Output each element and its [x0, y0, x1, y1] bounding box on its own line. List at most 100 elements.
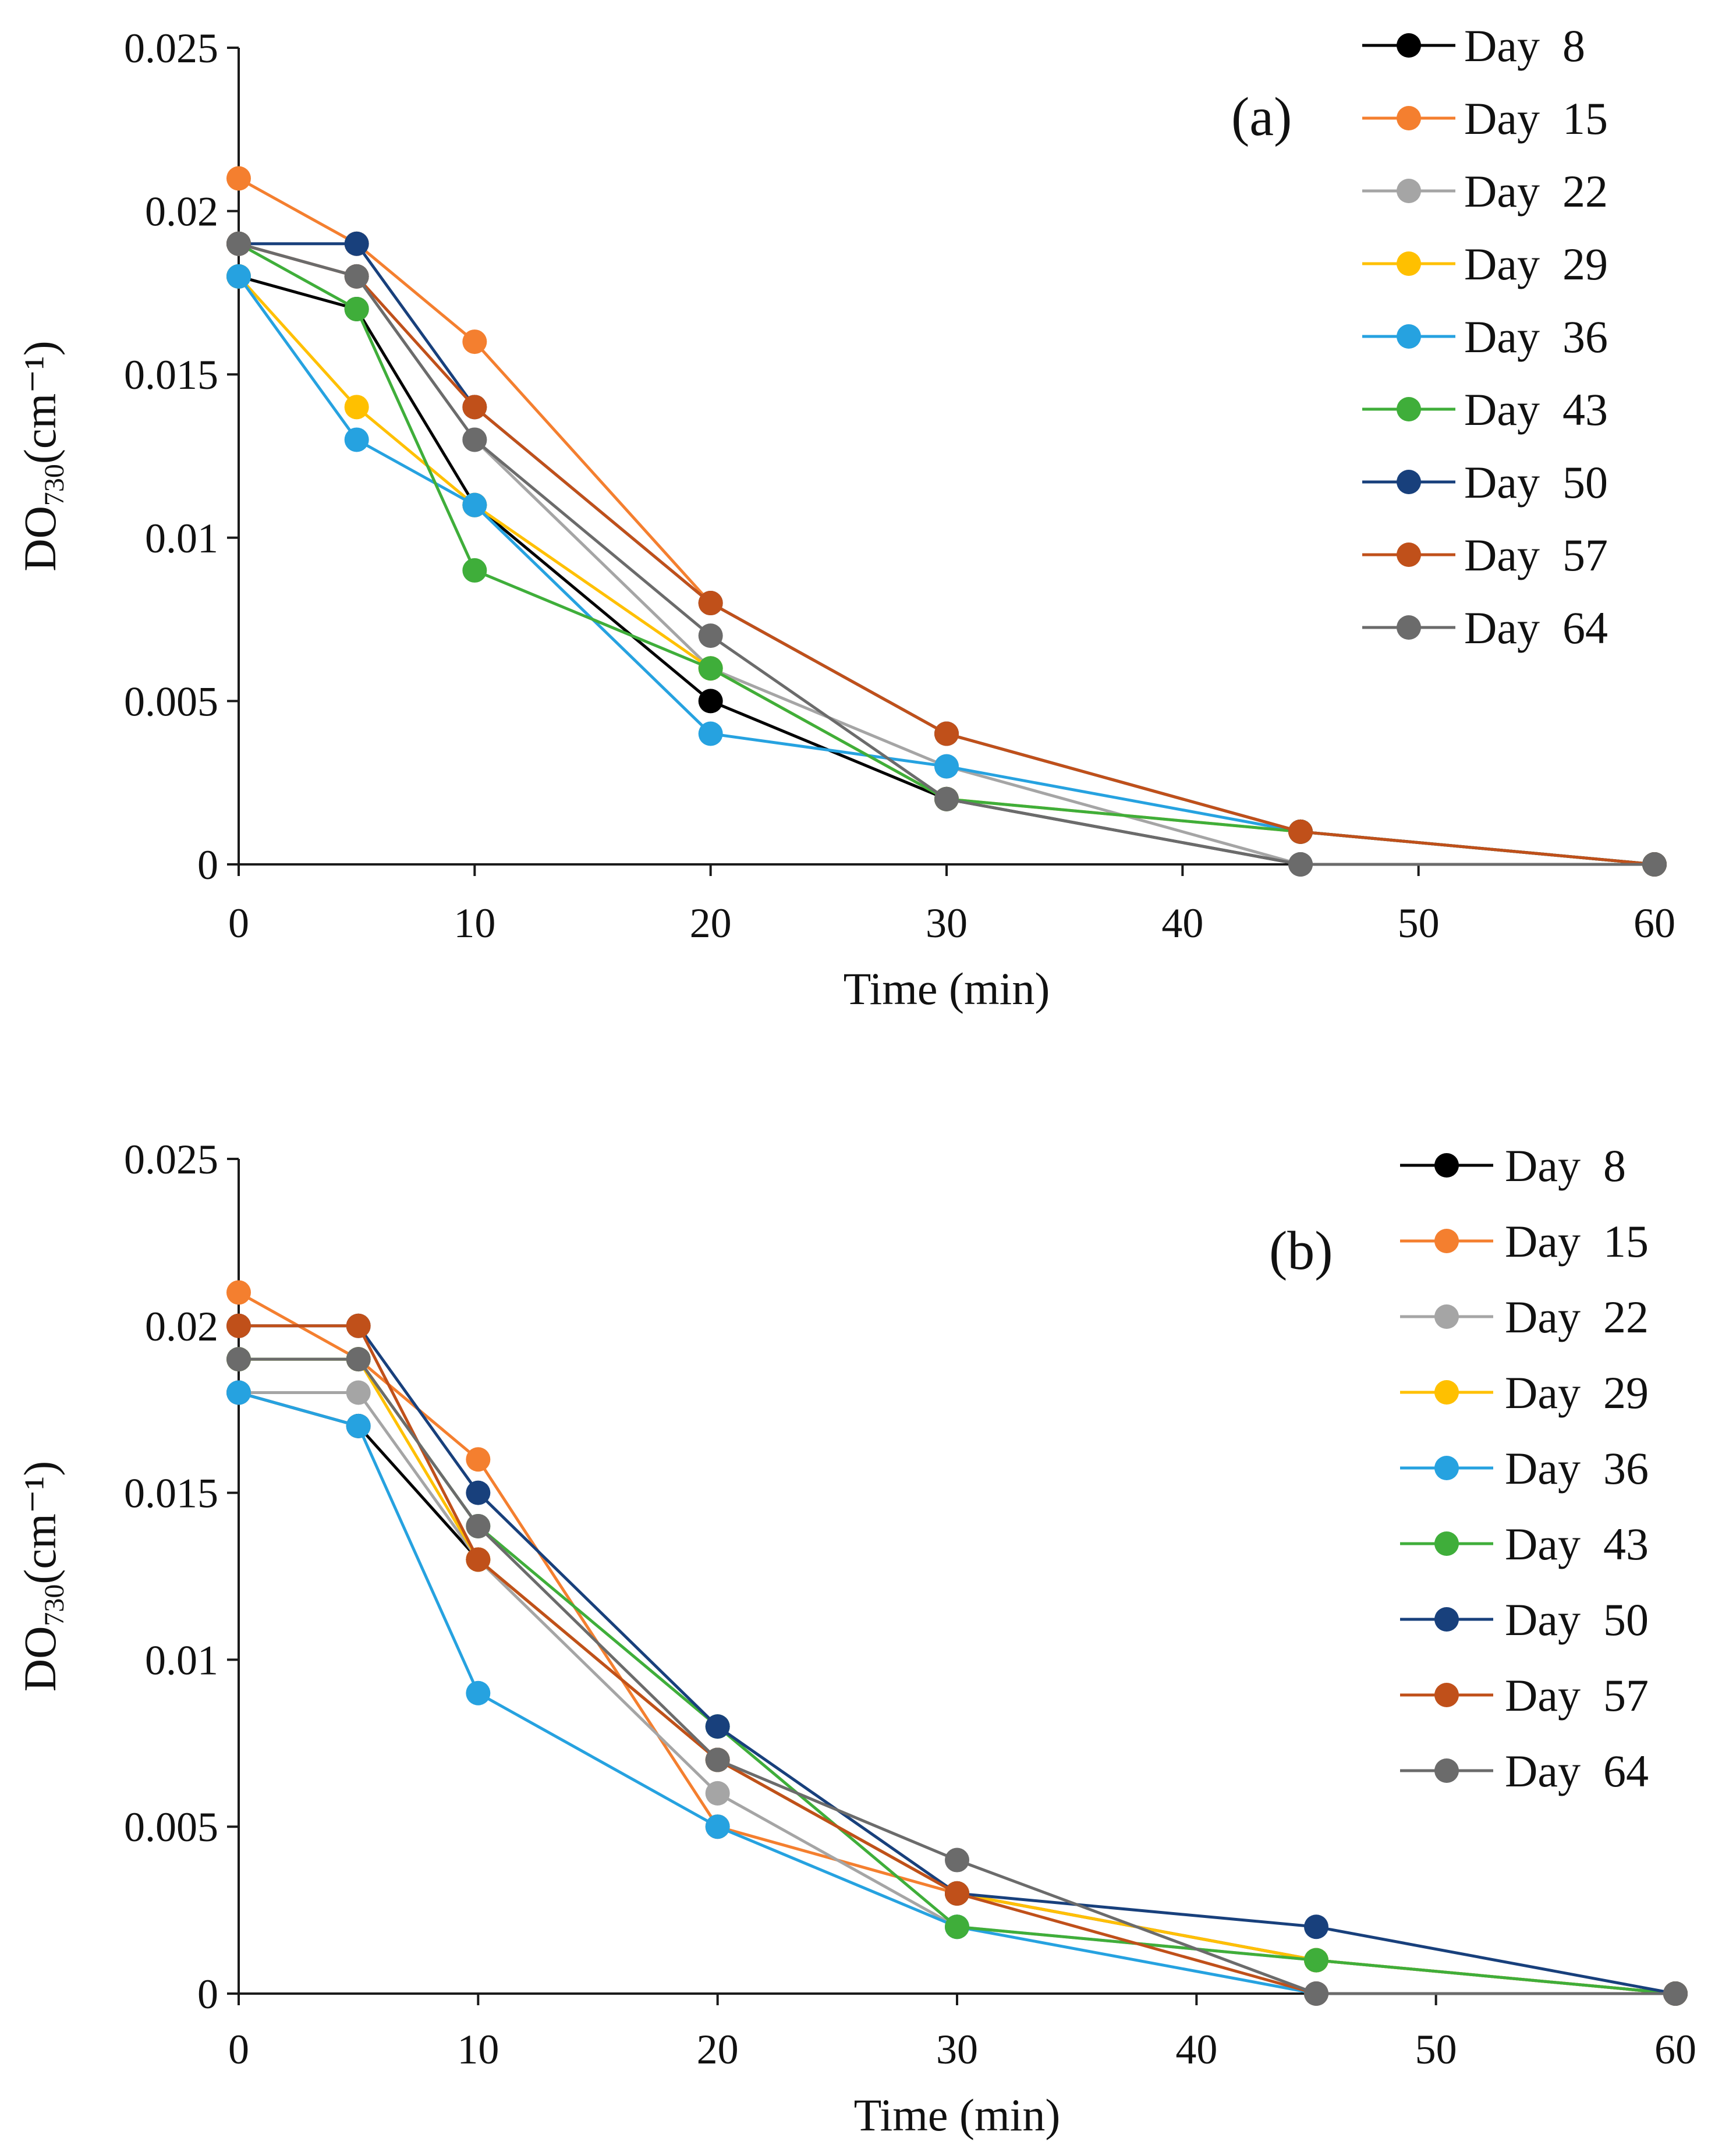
legend-marker-a-1: [1397, 33, 1421, 58]
data-point-b-3: [346, 1380, 371, 1405]
x-tick-label-b: 0: [228, 2026, 249, 2073]
legend-item-b-5: Day 36: [1400, 1443, 1649, 1494]
x-tick-label-a: 30: [926, 900, 968, 946]
legend-item-a-1: Day 8: [1362, 20, 1585, 71]
data-point-b-8: [945, 1881, 969, 1906]
legend-label-b-1: Day 8: [1505, 1140, 1626, 1191]
y-tick-label-a: 0.025: [124, 25, 218, 72]
legend-marker-a-7: [1397, 470, 1421, 494]
data-point-a-7: [344, 231, 369, 256]
y-axis-title-a: DO730(cm⁻¹): [15, 341, 70, 571]
series-b-3: [226, 1380, 1688, 2006]
y-tick-label-a: 0.01: [145, 515, 218, 562]
chart-panel-a: 0 0.005 0.01 0.015 0.02 0.025 0 10 20 30 40 50 60 Tim…: [15, 20, 1675, 1014]
y-tick-label-a: 0: [197, 842, 218, 888]
legend-item-a-4: Day 29: [1362, 239, 1608, 289]
series-b-1: [226, 1380, 1688, 2006]
data-point-b-7: [466, 1480, 491, 1505]
x-tick-label-b: 10: [457, 2026, 499, 2073]
legend-marker-a-3: [1397, 179, 1421, 203]
data-point-a-5: [462, 492, 487, 517]
data-point-a-8: [462, 395, 487, 420]
data-point-a-5: [934, 754, 959, 779]
legend-item-a-6: Day 43: [1362, 384, 1608, 435]
x-tick-label-a: 40: [1161, 900, 1203, 946]
panel-label-b: (b): [1269, 1221, 1333, 1281]
data-point-b-5: [705, 1814, 730, 1839]
y-tick-label-b: 0.015: [124, 1470, 218, 1517]
legend-label-b-6: Day 43: [1505, 1519, 1649, 1569]
y-axis-title-main-a: DO: [15, 506, 65, 572]
data-point-b-9: [226, 1347, 251, 1372]
data-point-b-9: [705, 1747, 730, 1772]
legend-marker-a-9: [1397, 615, 1421, 640]
data-point-a-9: [1642, 852, 1667, 877]
data-point-b-7: [705, 1714, 730, 1739]
data-point-b-2: [466, 1447, 491, 1472]
legend-label-a-9: Day 64: [1464, 602, 1608, 653]
series-a-1: [226, 264, 1667, 877]
x-tick-label-b: 40: [1175, 2026, 1217, 2073]
data-point-b-9: [466, 1513, 491, 1538]
data-point-b-8: [466, 1547, 491, 1572]
legend-item-b-2: Day 15: [1400, 1216, 1649, 1267]
legend-label-b-9: Day 64: [1505, 1746, 1649, 1796]
x-tick-label-a: 60: [1634, 900, 1675, 946]
legend-label-a-3: Day 22: [1464, 166, 1608, 217]
legend-label-a-5: Day 36: [1464, 311, 1608, 362]
data-point-a-8: [698, 591, 723, 616]
data-point-a-6: [698, 656, 723, 681]
data-point-a-5: [226, 264, 251, 289]
legend-item-a-3: Day 22: [1362, 166, 1608, 217]
y-tick-label-a: 0.015: [124, 352, 218, 398]
legend-marker-b-7: [1434, 1607, 1459, 1632]
data-point-b-5: [346, 1413, 371, 1438]
data-point-a-5: [344, 427, 369, 452]
legend-label-b-3: Day 22: [1505, 1292, 1649, 1342]
data-point-a-8: [934, 721, 959, 746]
series-b-9: [226, 1347, 1688, 2006]
data-point-b-5: [466, 1680, 491, 1705]
y-tick-label-a: 0.005: [124, 678, 218, 725]
y-tick-label-b: 0.02: [145, 1303, 218, 1350]
y-tick-label-b: 0.005: [124, 1804, 218, 1850]
data-point-a-2: [226, 166, 251, 191]
legend-label-b-5: Day 36: [1505, 1443, 1649, 1494]
legend-label-a-7: Day 50: [1464, 457, 1608, 508]
x-tick-label-a: 10: [453, 900, 495, 946]
data-point-a-9: [698, 623, 723, 648]
legend-label-b-2: Day 15: [1505, 1216, 1649, 1267]
legend-marker-b-1: [1434, 1153, 1459, 1178]
legend-item-b-3: Day 22: [1400, 1292, 1649, 1342]
legend-marker-b-5: [1434, 1456, 1459, 1480]
legend-item-b-8: Day 57: [1400, 1670, 1649, 1721]
legend-label-b-4: Day 29: [1505, 1367, 1649, 1418]
legend-item-b-6: Day 43: [1400, 1519, 1649, 1569]
data-point-b-9: [1304, 1981, 1328, 2006]
data-point-b-5: [226, 1380, 251, 1405]
legend-label-a-6: Day 43: [1464, 384, 1608, 435]
data-point-a-9: [462, 427, 487, 452]
series-b-5: [226, 1380, 1688, 2006]
legend-item-a-8: Day 57: [1362, 530, 1608, 580]
y-axis-title-unit-a: (cm⁻¹): [15, 341, 65, 464]
y-axis-title-unit-b: (cm⁻¹): [15, 1461, 65, 1584]
data-point-a-1: [698, 689, 723, 714]
legend-b: Day 8 Day 15 Day 22 Day 29 Day 36 Day 43 Day 5…: [1400, 1140, 1649, 1796]
legend-item-a-7: Day 50: [1362, 457, 1608, 508]
legend-marker-b-2: [1434, 1229, 1459, 1253]
series-b-8: [226, 1313, 1688, 2006]
y-tick-label-b: 0: [197, 1971, 218, 2017]
data-point-b-9: [346, 1347, 371, 1372]
legend-marker-a-6: [1397, 397, 1421, 421]
legend-a: Day 8 Day 15 Day 22 Day 29 Day 36 Day 43 Day 5…: [1362, 20, 1608, 653]
data-point-b-9: [945, 1848, 969, 1873]
data-point-b-7: [1304, 1914, 1328, 1939]
y-axis-title-b: DO730(cm⁻¹): [15, 1461, 70, 1692]
legend-item-b-9: Day 64: [1400, 1746, 1649, 1796]
data-point-b-8: [346, 1313, 371, 1338]
legend-item-b-4: Day 29: [1400, 1367, 1649, 1418]
data-point-b-6: [945, 1914, 969, 1939]
data-point-b-8: [226, 1313, 251, 1338]
data-point-b-6: [1304, 1948, 1328, 1973]
